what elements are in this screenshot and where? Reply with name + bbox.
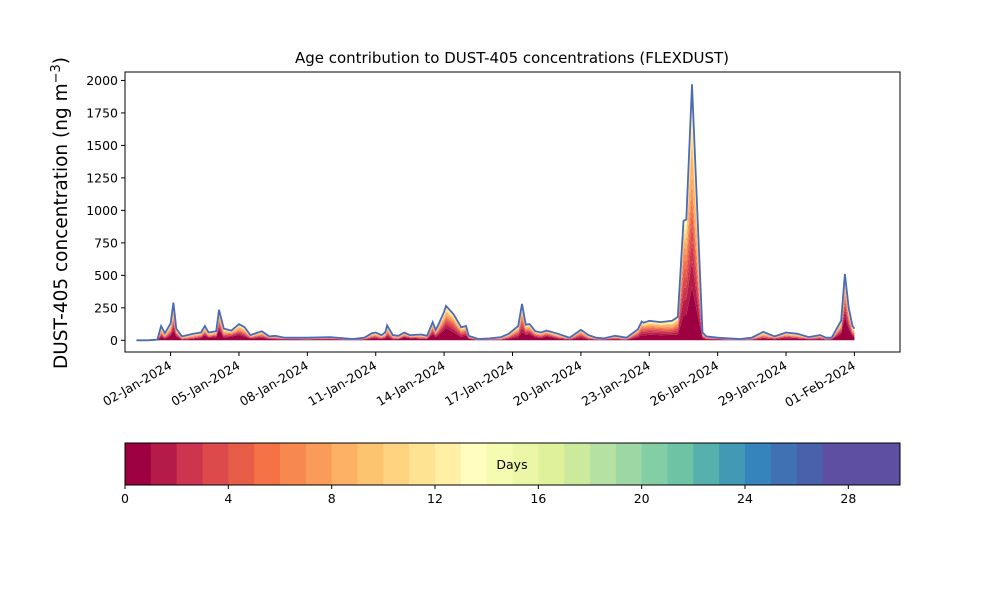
colorbar-bin bbox=[150, 443, 178, 485]
colorbar-bin bbox=[745, 443, 772, 485]
colorbar-bin bbox=[874, 443, 901, 485]
colorbar-bin bbox=[460, 443, 488, 485]
colorbar-bins bbox=[125, 443, 901, 485]
plot-frame bbox=[124, 71, 901, 353]
age-layer-6 bbox=[136, 185, 855, 341]
colorbar-bin bbox=[615, 443, 643, 485]
chart-title: Age contribution to DUST-405 concentrati… bbox=[295, 49, 729, 67]
colorbar-bin bbox=[331, 443, 358, 485]
colorbar-bin bbox=[202, 443, 229, 485]
x-tick-label: 29-Jan-2024 bbox=[716, 358, 790, 409]
colorbar-bin bbox=[719, 443, 746, 485]
colorbar-bin bbox=[280, 443, 307, 485]
colorbar-tick-label: 12 bbox=[427, 491, 443, 506]
colorbar-bin bbox=[512, 443, 539, 485]
x-tick-label: 11-Jan-2024 bbox=[305, 358, 379, 409]
y-axis: 0 250 500 750 1000 1250 1500 1750 2000 bbox=[86, 73, 125, 348]
age-layer-5 bbox=[136, 196, 855, 341]
x-tick-label: 20-Jan-2024 bbox=[510, 358, 584, 409]
y-axis-label-close: ) bbox=[51, 57, 72, 64]
y-axis-label-text: DUST-405 concentration (ng m bbox=[51, 83, 72, 369]
colorbar-bin bbox=[693, 443, 720, 485]
y-tick-label: 1250 bbox=[86, 170, 118, 185]
colorbar-bin bbox=[357, 443, 384, 485]
colorbar-label: Days bbox=[496, 457, 527, 472]
plot-area bbox=[124, 71, 901, 353]
y-tick-label: 1750 bbox=[86, 105, 118, 120]
colorbar: Days 0 4 8 12 16 20 24 28 bbox=[121, 442, 901, 506]
x-tick-label: 17-Jan-2024 bbox=[442, 358, 516, 409]
colorbar-bin bbox=[254, 443, 281, 485]
age-layer-14 bbox=[136, 85, 855, 341]
y-tick-label: 0 bbox=[110, 333, 118, 348]
colorbar-bin bbox=[848, 443, 875, 485]
age-layer-10 bbox=[136, 128, 855, 341]
x-tick-label: 05-Jan-2024 bbox=[169, 358, 243, 409]
y-tick-label: 500 bbox=[94, 268, 118, 283]
x-tick-label: 08-Jan-2024 bbox=[237, 358, 311, 409]
y-tick-label: 250 bbox=[94, 300, 118, 315]
colorbar-ticks: 0 4 8 12 16 20 24 28 bbox=[121, 485, 856, 506]
age-layer-9 bbox=[136, 136, 855, 341]
colorbar-bin bbox=[796, 443, 823, 485]
x-tick-label: 02-Jan-2024 bbox=[100, 358, 174, 409]
colorbar-tick-label: 28 bbox=[840, 491, 856, 506]
colorbar-bin bbox=[770, 443, 798, 485]
age-layer-8 bbox=[136, 143, 855, 341]
colorbar-bin bbox=[409, 443, 436, 485]
y-tick-label: 750 bbox=[94, 235, 118, 250]
colorbar-bin bbox=[176, 443, 203, 485]
colorbar-bin bbox=[486, 443, 513, 485]
stacked-area-layers bbox=[136, 84, 855, 341]
x-axis: 02-Jan-202405-Jan-202408-Jan-202411-Jan-… bbox=[100, 352, 858, 410]
x-tick-label: 23-Jan-2024 bbox=[579, 358, 653, 409]
age-layer-12 bbox=[136, 92, 855, 341]
age-layer-7 bbox=[136, 174, 855, 341]
colorbar-tick-label: 0 bbox=[121, 491, 129, 506]
x-tick-label: 01-Feb-2024 bbox=[782, 358, 858, 410]
colorbar-bin bbox=[564, 443, 591, 485]
colorbar-bin bbox=[538, 443, 565, 485]
colorbar-bin bbox=[228, 443, 255, 485]
colorbar-bin bbox=[822, 443, 849, 485]
age-layer-4 bbox=[136, 209, 855, 341]
y-tick-label: 1500 bbox=[86, 138, 118, 153]
colorbar-tick-label: 24 bbox=[737, 491, 753, 506]
y-tick-label: 2000 bbox=[86, 73, 118, 88]
x-tick-label: 14-Jan-2024 bbox=[374, 358, 448, 409]
age-layer-11 bbox=[136, 121, 855, 341]
colorbar-bin bbox=[667, 443, 694, 485]
colorbar-bin bbox=[435, 443, 462, 485]
colorbar-bin bbox=[641, 443, 668, 485]
age-layer-15 bbox=[136, 84, 855, 341]
total-concentration-line bbox=[136, 84, 856, 342]
x-tick-label: 26-Jan-2024 bbox=[647, 358, 721, 409]
colorbar-frame bbox=[124, 442, 901, 486]
colorbar-bin bbox=[305, 443, 333, 485]
age-layer-2 bbox=[136, 240, 855, 341]
colorbar-bin bbox=[383, 443, 410, 485]
colorbar-bin bbox=[590, 443, 617, 485]
age-layer-3 bbox=[136, 223, 855, 341]
colorbar-tick-label: 20 bbox=[634, 491, 650, 506]
age-layer-13 bbox=[136, 88, 855, 341]
colorbar-tick-label: 8 bbox=[328, 491, 336, 506]
colorbar-tick-label: 4 bbox=[224, 491, 232, 506]
colorbar-tick-label: 16 bbox=[530, 491, 546, 506]
y-axis-label: DUST-405 concentration (ng m−3) bbox=[49, 57, 72, 369]
y-tick-label: 1000 bbox=[86, 203, 118, 218]
colorbar-bin bbox=[125, 443, 152, 485]
y-axis-label-superscript: −3 bbox=[49, 64, 64, 83]
